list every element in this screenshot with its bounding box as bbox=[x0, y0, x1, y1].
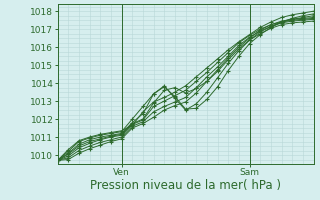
X-axis label: Pression niveau de la mer( hPa ): Pression niveau de la mer( hPa ) bbox=[90, 179, 281, 192]
